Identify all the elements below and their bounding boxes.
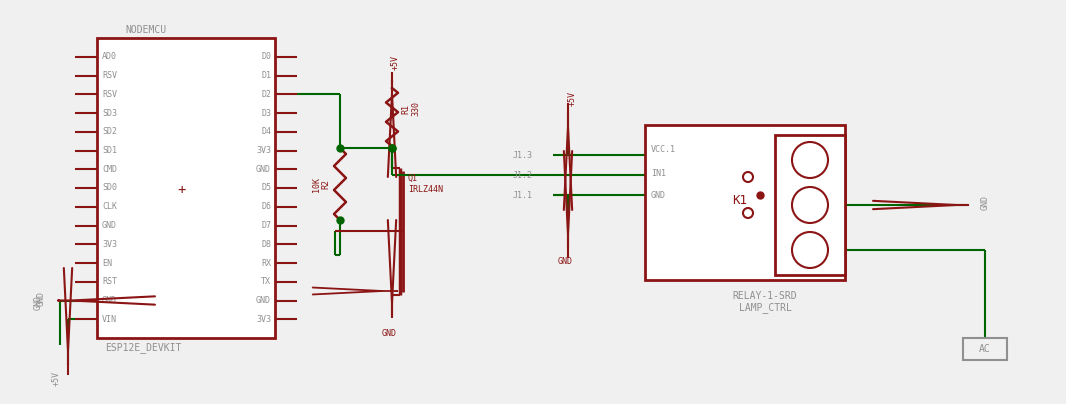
Text: 10K: 10K [311,177,321,191]
Text: GND: GND [102,221,117,230]
Text: D1: D1 [261,71,271,80]
Text: GND: GND [558,257,574,267]
Text: +5V: +5V [567,91,577,107]
Text: GND: GND [981,194,989,210]
Text: 3V3: 3V3 [256,146,271,155]
Text: RST: RST [102,277,117,286]
Text: D8: D8 [261,240,271,249]
Text: GND: GND [102,296,117,305]
Text: NODEMCU: NODEMCU [125,25,166,35]
Text: 330: 330 [411,101,420,116]
Text: R1: R1 [402,104,410,114]
Bar [963,338,1007,360]
Text: J1.1: J1.1 [513,191,533,200]
Text: SD3: SD3 [102,109,117,118]
Text: R2: R2 [322,179,330,189]
Bar [97,38,275,338]
Text: GND: GND [256,165,271,174]
Text: D6: D6 [261,202,271,211]
Text: SD0: SD0 [102,183,117,192]
Text: AC: AC [980,344,991,354]
Text: IN1: IN1 [651,168,666,177]
Text: CMD: CMD [102,165,117,174]
Text: LAMP_CTRL: LAMP_CTRL [739,303,791,314]
Text: +5V: +5V [390,55,400,69]
Text: 3V3: 3V3 [256,315,271,324]
Text: Q1: Q1 [408,173,418,183]
Text: D2: D2 [261,90,271,99]
Bar [775,135,845,275]
Text: IRLZ44N: IRLZ44N [408,185,443,194]
Text: CLK: CLK [102,202,117,211]
Text: GND: GND [382,328,397,337]
Text: RELAY-1-SRD: RELAY-1-SRD [732,291,797,301]
Text: D4: D4 [261,127,271,136]
Text: J1.3: J1.3 [513,151,533,160]
Text: RSV: RSV [102,71,117,80]
Text: GND: GND [33,295,43,310]
Text: K1: K1 [732,194,747,206]
Text: D5: D5 [261,183,271,192]
Text: VCC.1: VCC.1 [651,145,676,154]
Text: VIN: VIN [102,315,117,324]
Text: +5V: +5V [51,370,61,385]
Bar [645,125,845,280]
Text: D0: D0 [261,52,271,61]
Text: RX: RX [261,259,271,267]
Text: 3V3: 3V3 [102,240,117,249]
Text: GND: GND [256,296,271,305]
Text: GND: GND [651,191,666,200]
Text: J1.2: J1.2 [513,170,533,179]
Text: AD0: AD0 [102,52,117,61]
Text: EN: EN [102,259,112,267]
Text: RSV: RSV [102,90,117,99]
Text: SD2: SD2 [102,127,117,136]
Text: SD1: SD1 [102,146,117,155]
Text: TX: TX [261,277,271,286]
Text: +: + [178,183,187,197]
Text: ESP12E_DEVKIT: ESP12E_DEVKIT [104,343,181,354]
Text: GND: GND [37,291,46,306]
Text: D3: D3 [261,109,271,118]
Text: D7: D7 [261,221,271,230]
